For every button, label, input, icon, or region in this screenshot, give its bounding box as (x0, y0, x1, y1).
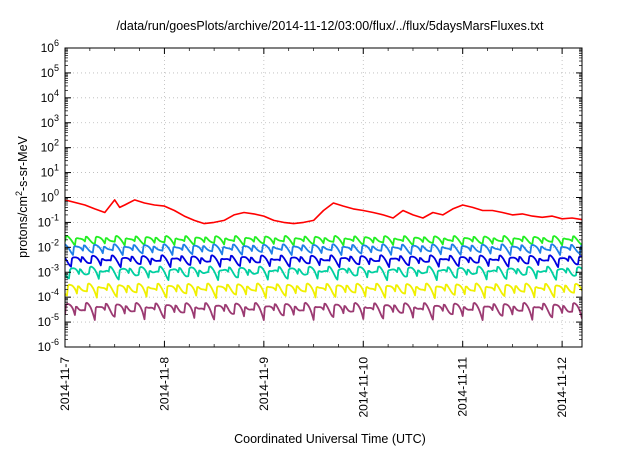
y-tick-base: 10 (38, 315, 52, 329)
y-tick-base: 10 (41, 191, 55, 205)
y-tick-base: 10 (41, 91, 55, 105)
x-tick-label: 2014-11-10 (356, 357, 370, 418)
y-tick-base: 10 (41, 141, 55, 155)
series-line-4 (65, 265, 582, 282)
x-tick-label: 2014-11-7 (58, 357, 72, 411)
y-tick-label: 10-1 (38, 212, 59, 229)
y-tick-label: 10-3 (38, 262, 59, 279)
series-line-5 (65, 282, 582, 299)
y-tick-base: 10 (38, 340, 52, 354)
y-tick-exponent: -5 (51, 312, 59, 322)
axis-ticks (64, 47, 582, 348)
y-tick-label: 100 (41, 188, 59, 205)
x-tick-labels: 2014-11-7 2014-11-8 2014-11-9 2014-11-10 201… (58, 357, 569, 418)
y-tick-label: 101 (41, 163, 59, 180)
y-tick-base: 10 (41, 41, 55, 55)
y-axis-label-rest: -s-sr-MeV (16, 135, 30, 191)
y-tick-base: 10 (41, 66, 55, 80)
y-tick-base: 10 (38, 265, 52, 279)
grid-lines (65, 48, 582, 347)
x-tick-label: 2014-11-11 (456, 357, 470, 417)
series-line-6 (65, 301, 582, 321)
y-tick-exponent: -1 (51, 212, 59, 222)
y-tick-exponent: 1 (54, 163, 59, 173)
y-tick-exponent: -4 (51, 287, 59, 297)
series-line-2 (65, 243, 582, 256)
y-tick-exponent: -6 (51, 337, 59, 347)
y-tick-label: 102 (41, 138, 59, 155)
y-axis-label: protons/cm2-s-sr-MeV (14, 135, 30, 257)
y-tick-exponent: 2 (54, 138, 59, 148)
series-line-1 (65, 235, 582, 247)
y-tick-label: 105 (41, 63, 59, 80)
y-tick-exponent: -3 (51, 262, 59, 272)
y-tick-label: 104 (41, 88, 59, 105)
y-tick-label: 103 (41, 113, 59, 130)
y-axis-label-base: protons/cm (16, 196, 30, 258)
y-tick-labels: 10-610-510-410-310-210-11001011021031041… (38, 38, 59, 354)
y-tick-base: 10 (38, 290, 52, 304)
y-tick-label: 106 (41, 38, 59, 55)
chart-title: /data/run/goesPlots/archive/2014-11-12/0… (116, 19, 544, 33)
y-tick-label: 10-4 (38, 287, 59, 304)
y-tick-exponent: 5 (54, 63, 59, 73)
y-tick-exponent: 3 (54, 113, 59, 123)
plot-frame (64, 47, 583, 348)
x-tick-label: 2014-11-12 (555, 357, 569, 418)
y-tick-exponent: 4 (54, 88, 59, 98)
series-line-0 (65, 199, 582, 225)
y-tick-label: 10-6 (38, 337, 59, 354)
x-tick-label: 2014-11-8 (157, 357, 171, 411)
series-line-3 (65, 254, 582, 268)
x-axis-label: Coordinated Universal Time (UTC) (234, 432, 426, 446)
y-axis-label-sup: 2 (14, 191, 24, 196)
y-tick-base: 10 (41, 116, 55, 130)
y-tick-base: 10 (41, 166, 55, 180)
y-tick-label: 10-2 (38, 237, 59, 254)
y-tick-exponent: 0 (54, 188, 59, 198)
y-tick-base: 10 (38, 240, 52, 254)
y-tick-base: 10 (38, 215, 52, 229)
y-tick-exponent: -2 (51, 237, 59, 247)
y-tick-exponent: 6 (54, 38, 59, 48)
y-tick-label: 10-5 (38, 312, 59, 329)
x-tick-label: 2014-11-9 (257, 357, 271, 411)
series-layer (65, 199, 582, 321)
